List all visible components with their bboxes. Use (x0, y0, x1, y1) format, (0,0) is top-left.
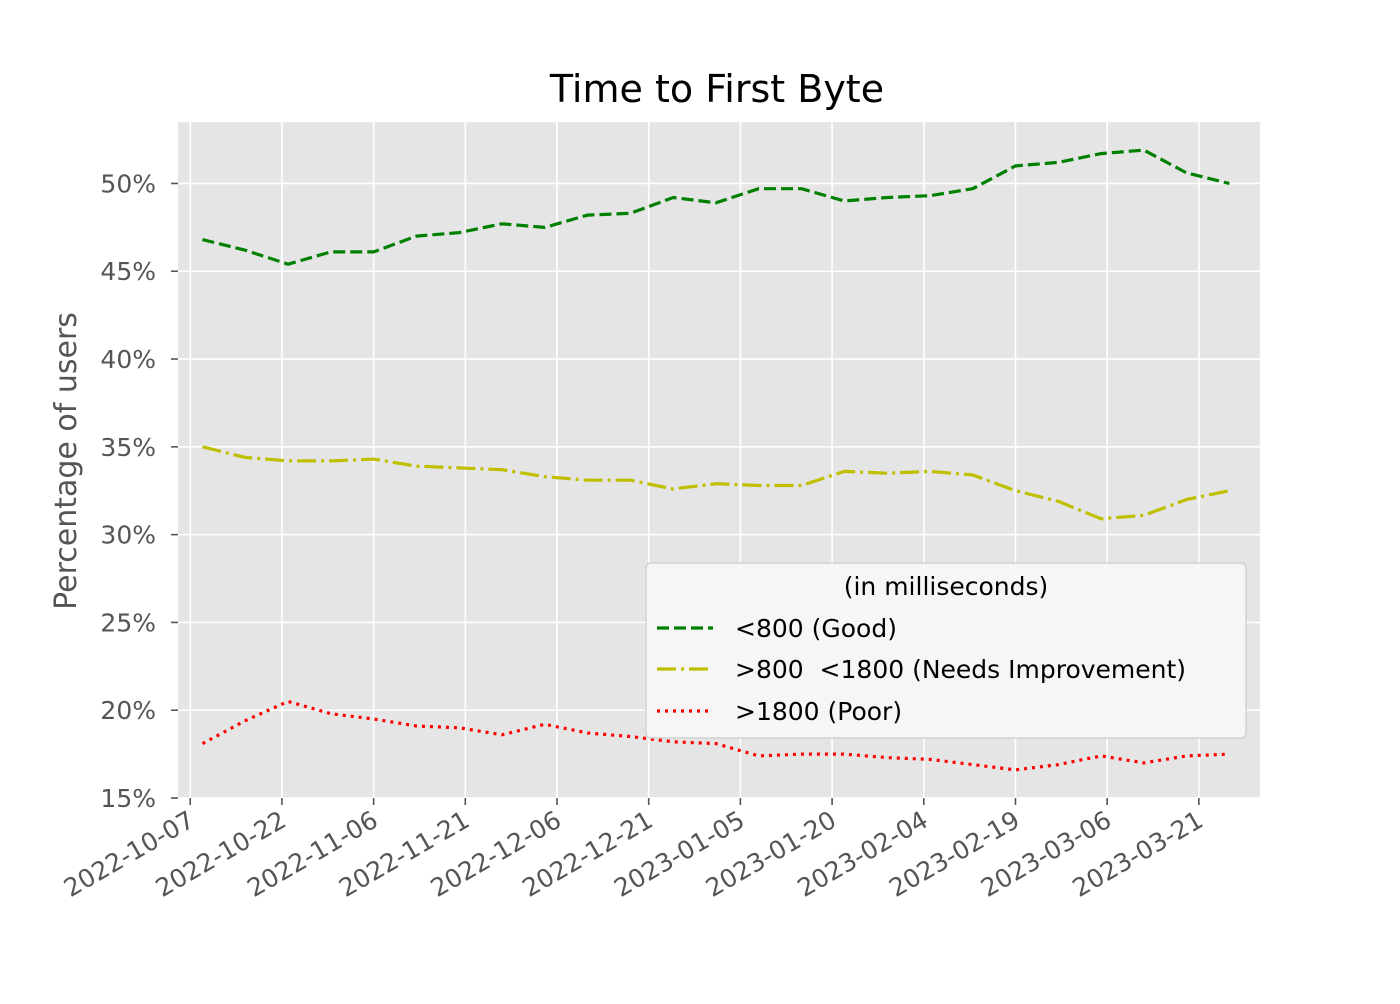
legend-title: (in milliseconds) (844, 572, 1049, 601)
legend-label-needs-improvement: >800 <1800 (Needs Improvement) (735, 655, 1186, 684)
y-tick-label: 25% (100, 608, 156, 637)
legend-label-poor: >1800 (Poor) (735, 697, 902, 726)
series-lines (201, 148, 1230, 772)
legend: (in milliseconds) <800 (Good) >800 <1800… (645, 562, 1247, 739)
y-tick-label: 35% (100, 433, 156, 462)
y-axis-label: Percentage of users (49, 312, 84, 610)
y-tick-label: 30% (100, 521, 156, 550)
y-tick-label: 40% (100, 345, 156, 374)
y-axis: 15% 20% 25% 30% 35% 40% 45% 50% (100, 169, 178, 813)
x-axis: 2022-10-072022-10-222022-11-062022-11-21… (59, 798, 1208, 903)
series-line-1 (202, 445, 1230, 521)
legend-frame (645, 562, 1247, 739)
series-line-2 (201, 699, 1230, 772)
legend-label-good: <800 (Good) (735, 614, 897, 643)
y-tick-label: 15% (100, 784, 156, 813)
y-tick-label: 20% (100, 696, 156, 725)
series-line-0 (202, 148, 1230, 266)
y-tick-label: 45% (100, 257, 156, 286)
chart-title: Time to First Byte (549, 67, 884, 111)
y-tick-label: 50% (100, 169, 156, 198)
